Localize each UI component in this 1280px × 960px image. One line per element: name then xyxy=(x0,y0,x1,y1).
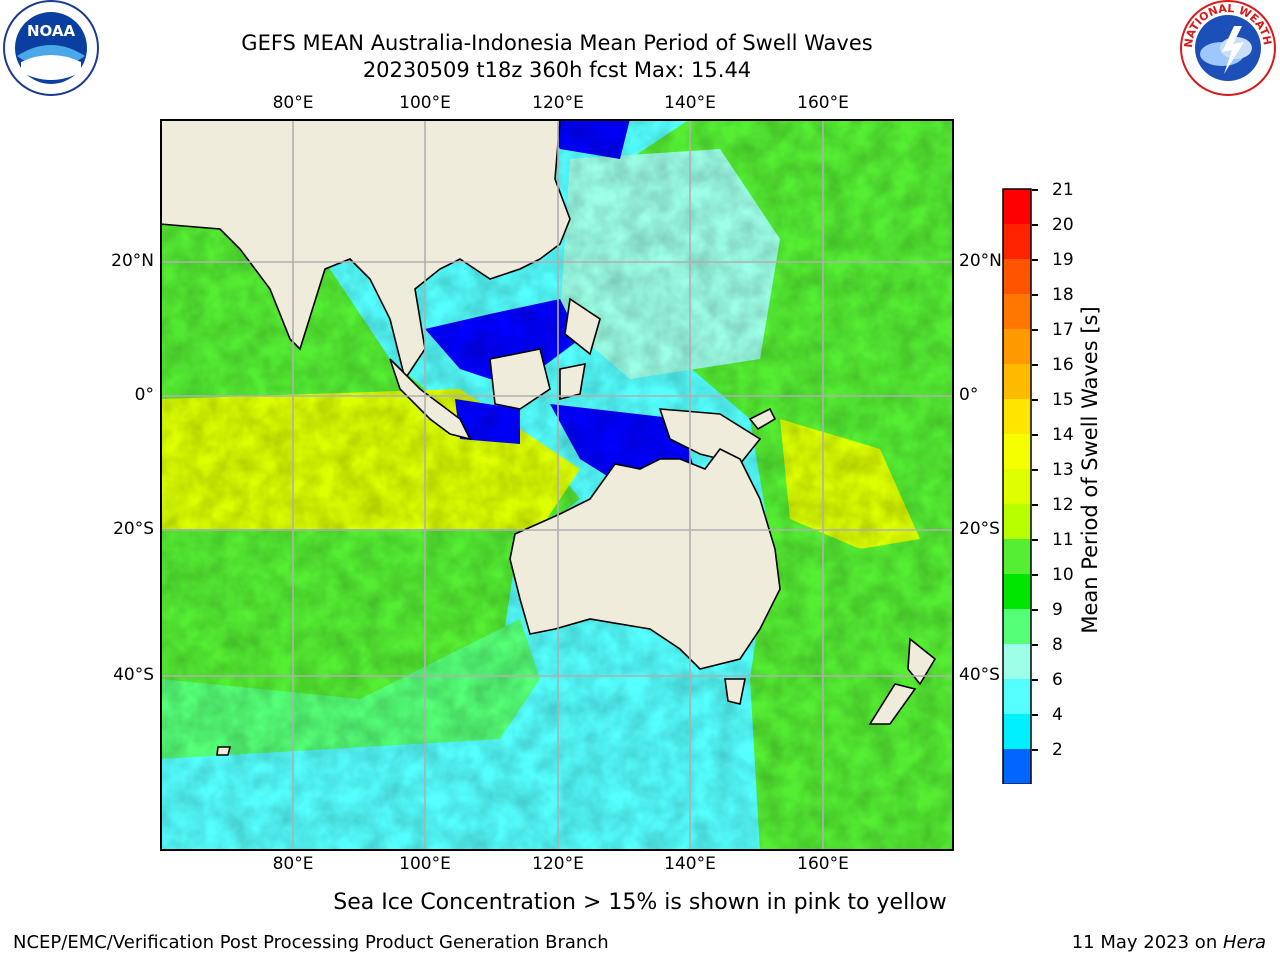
colorbar-tick-label: 21 xyxy=(1052,180,1074,200)
colorbar-tick-mark xyxy=(1032,399,1038,401)
colorbar-tick-mark xyxy=(1032,644,1038,646)
colorbar-tick-mark xyxy=(1032,574,1038,576)
colorbar-tick-mark xyxy=(1032,714,1038,716)
lat-tick-left-40s: 40°S xyxy=(113,665,154,685)
colorbar-tick-label: 19 xyxy=(1052,250,1074,270)
colorbar-labels: 21 20 19 18 17 16 15 14 13 12 11 10 9 8 6 4 2 xyxy=(1032,180,1092,780)
lat-tick-right-40s: 40°S xyxy=(959,665,1000,685)
colorbar-tick-mark xyxy=(1032,364,1038,366)
graticule xyxy=(160,119,954,851)
colorbar-tick-mark xyxy=(1032,189,1038,191)
colorbar-segment xyxy=(1003,364,1031,399)
colorbar-segment xyxy=(1003,469,1031,504)
colorbar-segment xyxy=(1003,574,1031,609)
colorbar-segment xyxy=(1003,504,1031,539)
colorbar-tick-label: 4 xyxy=(1052,705,1063,725)
map-panel xyxy=(159,118,954,851)
colorbar-tick-mark xyxy=(1032,539,1038,541)
colorbar-title: Mean Period of Swell Waves [s] xyxy=(1078,306,1102,634)
colorbar-tick-label: 12 xyxy=(1052,495,1074,515)
colorbar-tick-label: 16 xyxy=(1052,355,1074,375)
colorbar-tick-mark xyxy=(1032,609,1038,611)
kerguelen xyxy=(216,746,232,756)
map-frame xyxy=(160,119,954,851)
colorbar-segment xyxy=(1003,644,1031,679)
landmasses xyxy=(159,118,937,756)
footer-machine: Hera xyxy=(1222,932,1266,953)
colorbar-tick-mark xyxy=(1032,469,1038,471)
colorbar-tick-mark xyxy=(1032,749,1038,751)
nz-north-island xyxy=(907,637,937,686)
colorbar-tick-label: 15 xyxy=(1052,390,1074,410)
lon-tick-bottom-120e: 120°E xyxy=(532,854,584,874)
colorbar-tick-label: 13 xyxy=(1052,460,1074,480)
lat-tick-left-0: 0° xyxy=(134,385,154,405)
colorbar xyxy=(1002,188,1032,816)
colorbar-tick-label: 18 xyxy=(1052,285,1074,305)
colorbar-tick-label: 9 xyxy=(1052,600,1063,620)
lon-tick-top-160e: 160°E xyxy=(797,93,849,113)
footer-date: 11 May 2023 on xyxy=(1071,932,1223,953)
colorbar-segment xyxy=(1003,399,1031,434)
solomon-is xyxy=(748,407,777,431)
colorbar-segment xyxy=(1003,434,1031,469)
colorbar-segment xyxy=(1003,329,1031,364)
colorbar-tick-label: 2 xyxy=(1052,740,1063,760)
tasmania xyxy=(724,678,746,705)
lat-tick-right-20n: 20°N xyxy=(959,251,1002,271)
lon-tick-bottom-140e: 140°E xyxy=(664,854,716,874)
colorbar-tick-label: 14 xyxy=(1052,425,1074,445)
colorbar-segment xyxy=(1003,539,1031,574)
chart-title: GEFS MEAN Australia-Indonesia Mean Perio… xyxy=(241,31,873,55)
colorbar-tick-mark xyxy=(1032,294,1038,296)
lat-tick-left-20s: 20°S xyxy=(113,519,154,539)
nws-logo: NATIONAL WEATHER SERVICE xyxy=(1174,0,1278,100)
colorbar-tick-mark xyxy=(1032,259,1038,261)
lat-tick-right-20s: 20°S xyxy=(959,519,1000,539)
lon-tick-top-80e: 80°E xyxy=(272,93,314,113)
nz-south-island xyxy=(868,683,917,725)
colorbar-segment xyxy=(1003,609,1031,644)
noaa-logo: NOAA xyxy=(1,0,101,100)
colorbar-segment xyxy=(1003,294,1031,329)
chart-subtitle: 20230509 t18z 360h fcst Max: 15.44 xyxy=(362,58,752,82)
footer-left: NCEP/EMC/Verification Post Processing Pr… xyxy=(13,932,609,953)
lon-tick-top-140e: 140°E xyxy=(664,93,716,113)
colorbar-tick-mark xyxy=(1032,434,1038,436)
colorbar-segment xyxy=(1003,224,1031,259)
colorbar-segment xyxy=(1003,259,1031,294)
lat-tick-left-20n: 20°N xyxy=(111,251,154,271)
colorbar-tick-label: 17 xyxy=(1052,320,1074,340)
colorbar-tick-mark xyxy=(1032,504,1038,506)
colorbar-tick-mark xyxy=(1032,679,1038,681)
colorbar-tick-label: 11 xyxy=(1052,530,1074,550)
colorbar-tick-label: 10 xyxy=(1052,565,1074,585)
sumatra xyxy=(389,358,472,441)
colorbar-segment xyxy=(1003,189,1031,224)
lon-tick-bottom-80e: 80°E xyxy=(272,854,314,874)
colorbar-segment xyxy=(1003,749,1031,784)
lon-tick-bottom-160e: 160°E xyxy=(797,854,849,874)
lon-tick-top-120e: 120°E xyxy=(532,93,584,113)
colorbar-segment xyxy=(1003,679,1031,714)
australia xyxy=(509,447,781,670)
colorbar-svg xyxy=(1002,188,1032,816)
sea-ice-note: Sea Ice Concentration > 15% is shown in … xyxy=(333,890,947,915)
colorbar-segment xyxy=(1003,714,1031,749)
lat-tick-right-0: 0° xyxy=(959,385,979,405)
lon-tick-top-100e: 100°E xyxy=(399,93,451,113)
asia-land xyxy=(159,118,571,381)
lon-tick-bottom-100e: 100°E xyxy=(399,854,451,874)
colorbar-tick-mark xyxy=(1032,224,1038,226)
philippines xyxy=(564,297,601,356)
colorbar-tick-label: 6 xyxy=(1052,670,1063,690)
colorbar-tick-label: 20 xyxy=(1052,215,1074,235)
swell-period-map xyxy=(159,118,954,851)
colorbar-tick-label: 8 xyxy=(1052,635,1063,655)
footer-right: 11 May 2023 on Hera xyxy=(1072,932,1266,953)
svg-text:NOAA: NOAA xyxy=(27,22,76,40)
colorbar-tick-mark xyxy=(1032,329,1038,331)
sulawesi xyxy=(559,362,586,401)
